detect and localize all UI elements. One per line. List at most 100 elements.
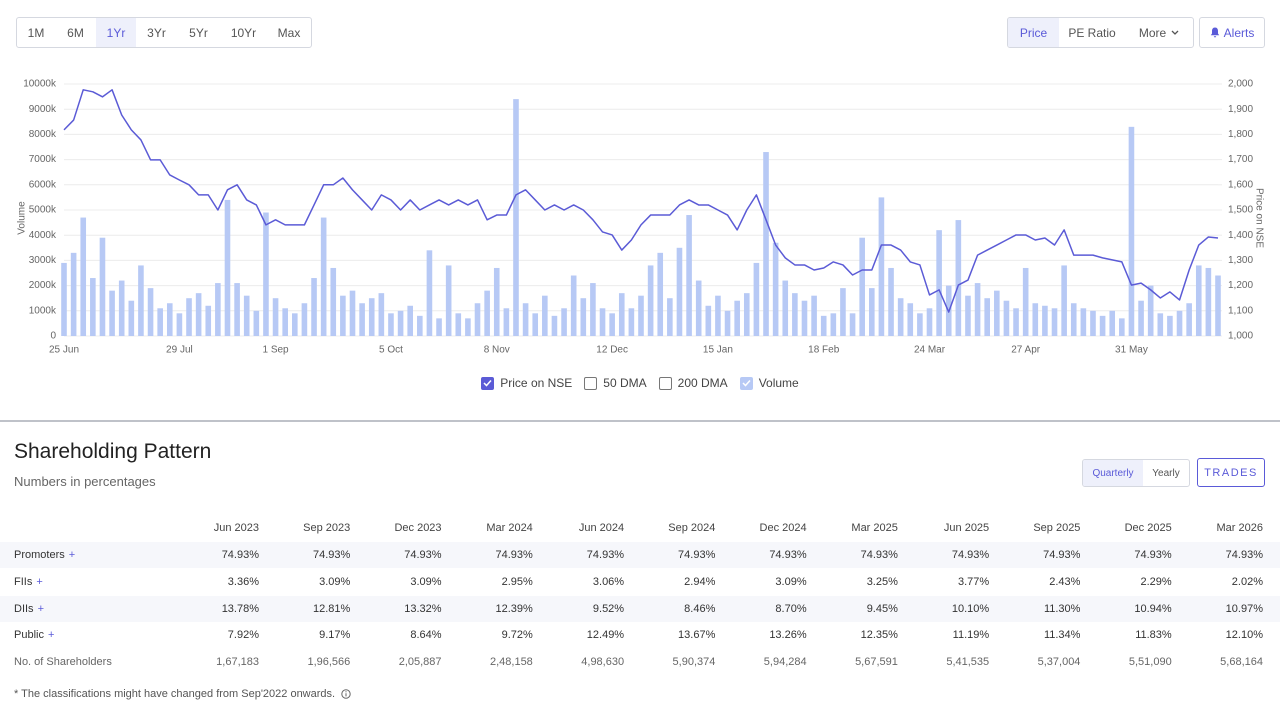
period-button[interactable]: Yearly xyxy=(1152,467,1180,479)
view-label[interactable]: PE Ratio xyxy=(1068,25,1116,40)
volume-bar xyxy=(215,283,221,336)
range-button[interactable]: 1M xyxy=(27,25,45,40)
volume-bar xyxy=(801,300,808,336)
range-button[interactable]: 1Yr xyxy=(96,18,136,47)
y2-tick-label: 1,600 xyxy=(1228,179,1253,190)
range-button[interactable]: 5Yr xyxy=(189,25,208,40)
y-tick-label: 6000k xyxy=(29,179,57,190)
info-icon[interactable] xyxy=(341,689,351,699)
view-selector: Price PE Ratio More xyxy=(1007,17,1194,48)
legend-label[interactable]: Price on NSE xyxy=(500,376,573,390)
x-tick-label: 8 Nov xyxy=(484,345,510,356)
volume-bar xyxy=(109,290,115,336)
row-label[interactable]: Promoters + xyxy=(14,549,75,561)
column-header: Mar 2024 xyxy=(486,522,533,534)
volume-bar xyxy=(426,250,433,336)
row-label-text[interactable]: FIIs xyxy=(14,575,33,588)
legend-checkbox[interactable] xyxy=(739,376,753,390)
expand-icon[interactable]: + xyxy=(37,602,44,615)
view-label[interactable]: More xyxy=(1138,25,1167,40)
legend-label[interactable]: 50 DMA xyxy=(603,376,647,390)
volume-bar xyxy=(465,318,471,336)
expand-icon[interactable]: + xyxy=(47,629,55,642)
volume-bar xyxy=(292,313,298,336)
volume-bar xyxy=(618,293,625,336)
legend-checkbox[interactable] xyxy=(658,376,672,390)
volume-bar xyxy=(570,275,577,336)
x-tick-label: 29 Jul xyxy=(166,345,193,356)
y-tick-label: 0 xyxy=(50,331,56,342)
table-cell: 3.09% xyxy=(410,575,442,588)
table-cell: 74.93% xyxy=(404,549,442,561)
section-subtitle: Numbers in percentages xyxy=(14,474,156,489)
legend-label[interactable]: 200 DMA xyxy=(677,376,728,390)
volume-bar xyxy=(1157,313,1164,336)
legend-checkbox[interactable] xyxy=(584,376,598,390)
table-cell: 2.95% xyxy=(501,575,533,588)
volume-bar xyxy=(686,215,692,336)
x-tick-label: 5 Oct xyxy=(379,345,403,356)
price-line xyxy=(63,89,1219,313)
table-cell: 74.93% xyxy=(951,549,990,561)
range-button[interactable]: 3Yr xyxy=(147,25,166,40)
trades-button[interactable]: TRADES xyxy=(1197,458,1265,487)
alerts-label[interactable]: Alerts xyxy=(1223,25,1255,40)
table-cell: 3.09% xyxy=(319,575,351,588)
range-button[interactable]: 6M xyxy=(67,25,84,40)
row-label-text[interactable]: DIIs xyxy=(14,602,34,615)
table-cell: 12.39% xyxy=(495,602,533,615)
legend-item[interactable]: Price on NSE xyxy=(481,376,572,390)
column-header: Sep 2024 xyxy=(668,522,716,534)
table-cell: 3.25% xyxy=(866,575,898,588)
volume-bar xyxy=(70,252,77,336)
table-cell: 5,41,535 xyxy=(946,656,990,668)
section-title: Shareholding Pattern xyxy=(14,440,212,463)
row-label[interactable]: FIIs + xyxy=(14,576,43,588)
table-cell: 74.93% xyxy=(1043,549,1081,561)
y-tick-label: 5000k xyxy=(29,205,57,216)
table-cell: 74.93% xyxy=(860,549,898,561)
table-cell: 12.35% xyxy=(860,629,898,642)
period-toggle: Quarterly Yearly xyxy=(1082,459,1190,487)
view-label[interactable]: Price xyxy=(1019,25,1048,40)
y2-axis-title: Price on NSE xyxy=(1253,188,1264,248)
volume-bar xyxy=(561,308,567,336)
expand-icon[interactable]: + xyxy=(36,575,43,588)
x-tick-label: 15 Jan xyxy=(703,345,733,356)
table-cell: 11.30% xyxy=(1043,602,1081,615)
period-button[interactable]: Quarterly xyxy=(1083,460,1143,486)
legend-item[interactable]: 50 DMA xyxy=(584,376,647,390)
view-button[interactable]: PE Ratio xyxy=(1059,18,1125,47)
volume-bar xyxy=(195,293,202,336)
range-button[interactable]: 10Yr xyxy=(230,25,257,40)
view-button[interactable]: More xyxy=(1125,18,1193,47)
volume-bar xyxy=(1051,308,1058,336)
row-label-text[interactable]: Public xyxy=(14,629,44,642)
expand-icon[interactable]: + xyxy=(68,549,76,561)
alerts-button[interactable]: Alerts xyxy=(1199,17,1265,48)
volume-bar xyxy=(628,308,635,336)
trades-label[interactable]: TRADES xyxy=(1204,466,1258,479)
legend-item[interactable]: 200 DMA xyxy=(658,376,728,390)
volume-bar xyxy=(407,305,413,336)
legend-label[interactable]: Volume xyxy=(758,376,799,390)
volume-bar xyxy=(782,280,789,336)
volume-bar xyxy=(272,298,279,336)
legend-item[interactable]: Volume xyxy=(739,376,799,390)
table-cell: 11.83% xyxy=(1135,629,1172,642)
range-button[interactable]: Max xyxy=(277,25,301,40)
alerts-content[interactable]: Alerts xyxy=(1200,18,1264,47)
row-label[interactable]: DIIs + xyxy=(14,603,44,615)
volume-bar xyxy=(1013,308,1019,336)
volume-bar xyxy=(840,288,846,336)
check-path xyxy=(742,379,751,387)
volume-bar xyxy=(1032,303,1039,336)
row-label-text[interactable]: Promoters xyxy=(14,549,65,561)
section-divider xyxy=(0,420,1280,422)
view-button[interactable]: Price xyxy=(1008,18,1059,47)
x-tick-label: 1 Sep xyxy=(262,345,289,356)
legend-checkbox[interactable] xyxy=(481,376,495,390)
row-label[interactable]: Public + xyxy=(14,629,54,641)
check-mark xyxy=(742,379,751,387)
y2-tick-label: 1,000 xyxy=(1228,331,1253,342)
